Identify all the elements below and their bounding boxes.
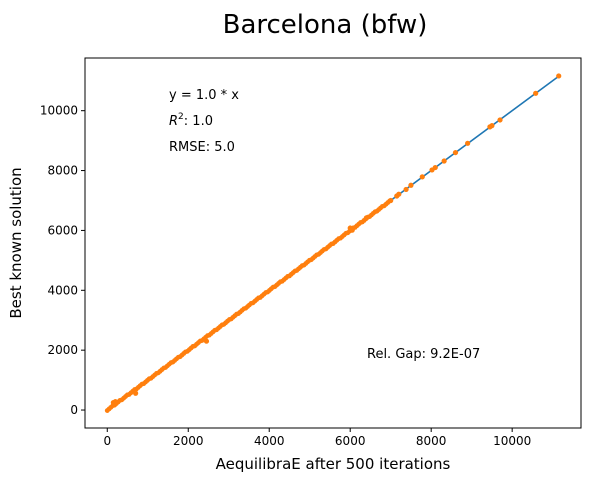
x-tick-label: 0 bbox=[103, 434, 111, 448]
x-tick-label: 4000 bbox=[254, 434, 285, 448]
plot-frame bbox=[84, 57, 582, 429]
data-point bbox=[363, 215, 370, 221]
r2-value: : 1.0 bbox=[184, 114, 213, 129]
data-point bbox=[533, 90, 539, 96]
r2-label: R2: 1.0 bbox=[169, 112, 213, 129]
y-tick-label: 10000 bbox=[40, 104, 78, 118]
data-point bbox=[388, 197, 394, 204]
x-tick-label: 2000 bbox=[173, 434, 204, 448]
data-point bbox=[452, 149, 459, 156]
data-point bbox=[489, 123, 495, 129]
x-axis-label: AequilibraE after 500 iterations bbox=[216, 455, 451, 473]
plot-marks bbox=[104, 73, 562, 413]
data-point bbox=[556, 73, 562, 79]
y-tick-label: 8000 bbox=[47, 164, 78, 178]
data-point bbox=[112, 399, 118, 405]
r2-letter: R bbox=[169, 114, 178, 129]
y-tick-label: 0 bbox=[70, 403, 78, 417]
data-point bbox=[203, 338, 210, 344]
data-point bbox=[403, 186, 409, 193]
data-point bbox=[441, 158, 447, 164]
data-point bbox=[133, 390, 139, 396]
annotation-equation: y = 1.0 * x bbox=[169, 88, 239, 103]
chart-title: Barcelona (bfw) bbox=[223, 10, 428, 40]
r2-sup: 2 bbox=[178, 112, 184, 122]
data-point bbox=[432, 164, 438, 171]
data-point bbox=[465, 140, 471, 146]
x-tick-label: 6000 bbox=[335, 434, 366, 448]
data-point bbox=[497, 117, 503, 123]
y-tick-label: 6000 bbox=[47, 223, 78, 237]
y-tick-label: 2000 bbox=[47, 343, 78, 357]
data-point bbox=[419, 174, 425, 180]
equation-label: y = 1.0 * x bbox=[169, 88, 239, 103]
data-point bbox=[408, 182, 414, 188]
axis-ticks: 0 2000 4000 6000 8000 10000 0 2000 4000 6000 8000 1… bbox=[40, 104, 531, 448]
gap-label: Rel. Gap: 9.2E-07 bbox=[367, 347, 480, 362]
x-tick-label: 10000 bbox=[493, 434, 531, 448]
x-tick-label: 8000 bbox=[416, 434, 447, 448]
data-point bbox=[396, 191, 402, 197]
y-tick-label: 4000 bbox=[47, 283, 78, 297]
rmse-label: RMSE: 5.0 bbox=[169, 140, 235, 155]
y-axis-label: Best known solution bbox=[7, 167, 25, 318]
data-point bbox=[349, 227, 355, 233]
